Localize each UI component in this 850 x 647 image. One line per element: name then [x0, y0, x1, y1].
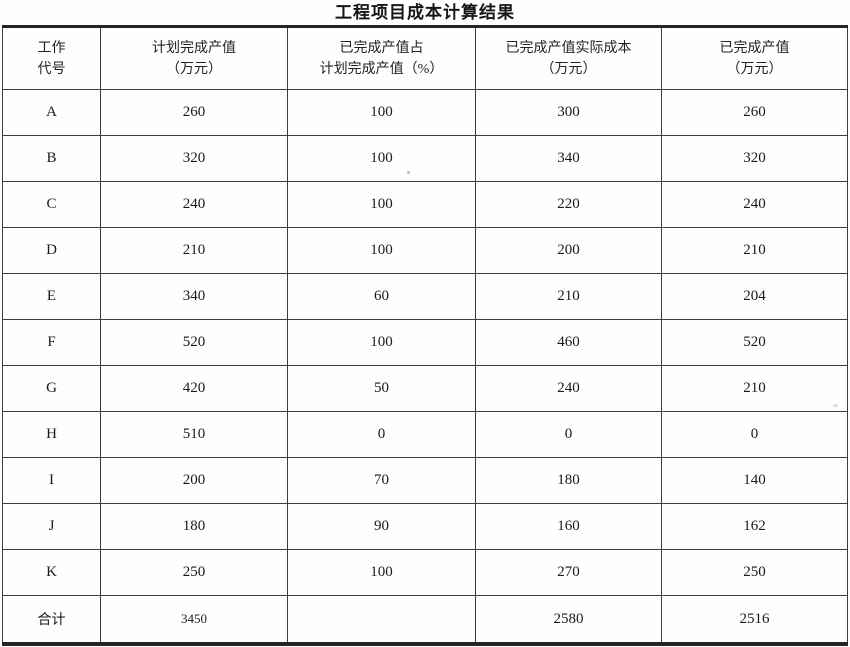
table-cell-actual-cost: 200: [475, 227, 662, 274]
table-cell-percent: 100: [287, 319, 476, 366]
table-cell-percent: 50: [287, 365, 476, 412]
table-cell-planned: 240: [100, 181, 288, 228]
header-line: （万元）: [166, 61, 222, 77]
scan-speck: [833, 404, 838, 407]
table-row-total: 合计 3450 2580 2516: [2, 595, 848, 645]
table-cell-actual-cost: 340: [475, 135, 662, 182]
scan-speck: [407, 171, 410, 174]
header-line: 代号: [37, 61, 66, 77]
table-row: C 240 100 220 240: [2, 181, 848, 228]
table-cell-code: C: [2, 181, 101, 228]
table-cell-code: J: [2, 503, 101, 550]
table-cell-code: F: [2, 319, 101, 366]
column-header-percent-of-planned: 已完成产值占 计划完成产值（%）: [287, 26, 476, 90]
table-cell-planned: 520: [100, 319, 288, 366]
table-cell-code: G: [2, 365, 101, 412]
table-cell-code: 合计: [2, 595, 101, 645]
table-cell-percent: 70: [287, 457, 476, 504]
table-cell-completed: 250: [661, 549, 848, 596]
table-cell-percent: 100: [287, 135, 476, 182]
table-row: I 200 70 180 140: [2, 457, 848, 504]
column-header-work-code: 工作 代号: [2, 26, 101, 90]
table-cell-percent: 100: [287, 181, 476, 228]
table-cell-completed: 210: [661, 227, 848, 274]
table-cell-actual-cost: 180: [475, 457, 662, 504]
table-body: A 260 100 300 260 B 320 100 340 320 C 240 100 220 240 D…: [2, 89, 848, 645]
table-cell-planned: 180: [100, 503, 288, 550]
table-cell-actual-cost: 240: [475, 365, 662, 412]
table-cell-completed: 320: [661, 135, 848, 182]
cost-results-table: 工作 代号 计划完成产值 （万元） 已完成产值占 计划完成产值（%） 已完成产值…: [2, 25, 848, 646]
header-line: （万元）: [726, 61, 783, 77]
table-row: K 250 100 270 250: [2, 549, 848, 596]
table-cell-planned: 340: [100, 273, 288, 320]
table-cell-code: B: [2, 135, 101, 182]
table-row: G 420 50 240 210: [2, 365, 848, 412]
header-line: 工作: [37, 40, 66, 56]
table-cell-percent: 100: [287, 227, 476, 274]
table-cell-completed: 520: [661, 319, 848, 366]
table-cell-actual-cost: 220: [475, 181, 662, 228]
table-cell-completed: 140: [661, 457, 848, 504]
table-cell-planned: 210: [100, 227, 288, 274]
table-cell-completed: 260: [661, 89, 848, 136]
table-cell-completed: 210: [661, 365, 848, 412]
table-cell-completed: 0: [661, 411, 848, 458]
table-cell-completed: 162: [661, 503, 848, 550]
table-cell-code: D: [2, 227, 101, 274]
table-cell-completed: 240: [661, 181, 848, 228]
table-cell-actual-cost: 460: [475, 319, 662, 366]
table-cell-percent: 90: [287, 503, 476, 550]
table-cell-planned: 420: [100, 365, 288, 412]
table-cell-actual-cost: 0: [475, 411, 662, 458]
table-cell-actual-cost: 160: [475, 503, 662, 550]
header-line: 已完成产值: [719, 40, 790, 56]
column-header-completed-output: 已完成产值 （万元）: [661, 26, 848, 90]
table-header: 工作 代号 计划完成产值 （万元） 已完成产值占 计划完成产值（%） 已完成产值…: [2, 26, 848, 90]
header-line: （万元）: [540, 61, 597, 77]
table-cell-percent: 100: [287, 549, 476, 596]
table-cell-code: K: [2, 549, 101, 596]
header-line: 计划完成产值: [152, 40, 236, 56]
table-row: H 510 0 0 0: [2, 411, 848, 458]
table-cell-code: E: [2, 273, 101, 320]
table-row: B 320 100 340 320: [2, 135, 848, 182]
header-line: 计划完成产值（%）: [319, 61, 444, 77]
table-cell-planned: 510: [100, 411, 288, 458]
table-cell-actual-cost: 300: [475, 89, 662, 136]
table-cell-planned: 260: [100, 89, 288, 136]
column-header-actual-cost: 已完成产值实际成本 （万元）: [475, 26, 662, 90]
table-row: E 340 60 210 204: [2, 273, 848, 320]
table-row: A 260 100 300 260: [2, 89, 848, 136]
table-row: D 210 100 200 210: [2, 227, 848, 274]
table-cell-percent: 60: [287, 273, 476, 320]
table-cell-planned: 320: [100, 135, 288, 182]
table-cell-completed: 2516: [661, 595, 848, 645]
table-cell-completed: 204: [661, 273, 848, 320]
column-header-planned-output: 计划完成产值 （万元）: [100, 26, 288, 90]
header-row: 工作 代号 计划完成产值 （万元） 已完成产值占 计划完成产值（%） 已完成产值…: [2, 26, 848, 90]
table-cell-planned: 250: [100, 549, 288, 596]
header-line: 已完成产值占: [339, 40, 424, 56]
table-cell-code: A: [2, 89, 101, 136]
table-cell-code: I: [2, 457, 101, 504]
table-cell-planned: 200: [100, 457, 288, 504]
table-cell-actual-cost: 270: [475, 549, 662, 596]
table-cell-percent: 0: [287, 411, 476, 458]
table-cell-actual-cost: 210: [475, 273, 662, 320]
table-cell-percent: 100: [287, 89, 476, 136]
header-line: 已完成产值实际成本: [505, 40, 632, 56]
table-cell-code: H: [2, 411, 101, 458]
table-row: F 520 100 460 520: [2, 319, 848, 366]
table-cell-percent: [287, 595, 476, 645]
table-row: J 180 90 160 162: [2, 503, 848, 550]
page-title: 工程项目成本计算结果: [335, 3, 515, 22]
table-cell-actual-cost: 2580: [475, 595, 662, 645]
table-cell-planned: 3450: [100, 595, 288, 645]
